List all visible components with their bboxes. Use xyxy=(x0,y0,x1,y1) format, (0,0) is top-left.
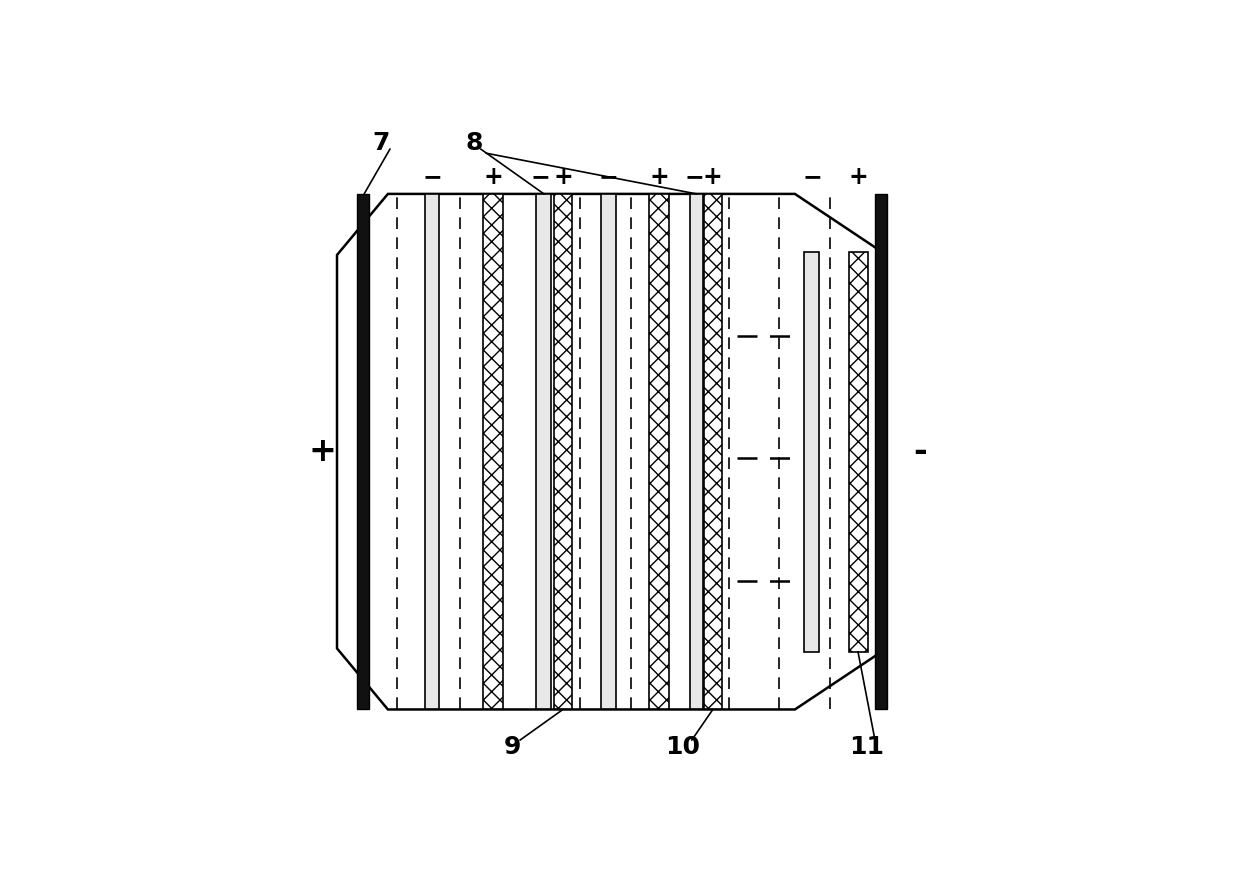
Text: +: + xyxy=(703,165,723,189)
Bar xyxy=(424,194,439,709)
Text: −: − xyxy=(599,165,619,189)
Bar xyxy=(875,194,887,709)
Text: +: + xyxy=(309,435,336,468)
Text: +: + xyxy=(553,165,573,189)
Text: −: − xyxy=(531,165,551,189)
Text: -: - xyxy=(914,435,928,468)
Text: +: + xyxy=(650,165,670,189)
Text: +: + xyxy=(848,165,868,189)
Bar xyxy=(537,194,552,709)
Bar xyxy=(704,194,722,709)
Text: 10: 10 xyxy=(666,735,701,759)
Text: 7: 7 xyxy=(372,131,389,155)
Text: −: − xyxy=(802,165,822,189)
Text: 11: 11 xyxy=(848,735,884,759)
Bar xyxy=(482,194,503,709)
Bar xyxy=(357,194,370,709)
Text: 9: 9 xyxy=(503,735,521,759)
Bar xyxy=(554,194,572,709)
Text: −: − xyxy=(684,165,704,189)
Bar xyxy=(805,252,820,652)
Bar xyxy=(649,194,670,709)
Bar xyxy=(848,252,868,652)
Text: −: − xyxy=(422,165,441,189)
Bar xyxy=(691,194,703,709)
Text: 8: 8 xyxy=(465,131,482,155)
Text: +: + xyxy=(484,165,503,189)
Bar xyxy=(601,194,616,709)
